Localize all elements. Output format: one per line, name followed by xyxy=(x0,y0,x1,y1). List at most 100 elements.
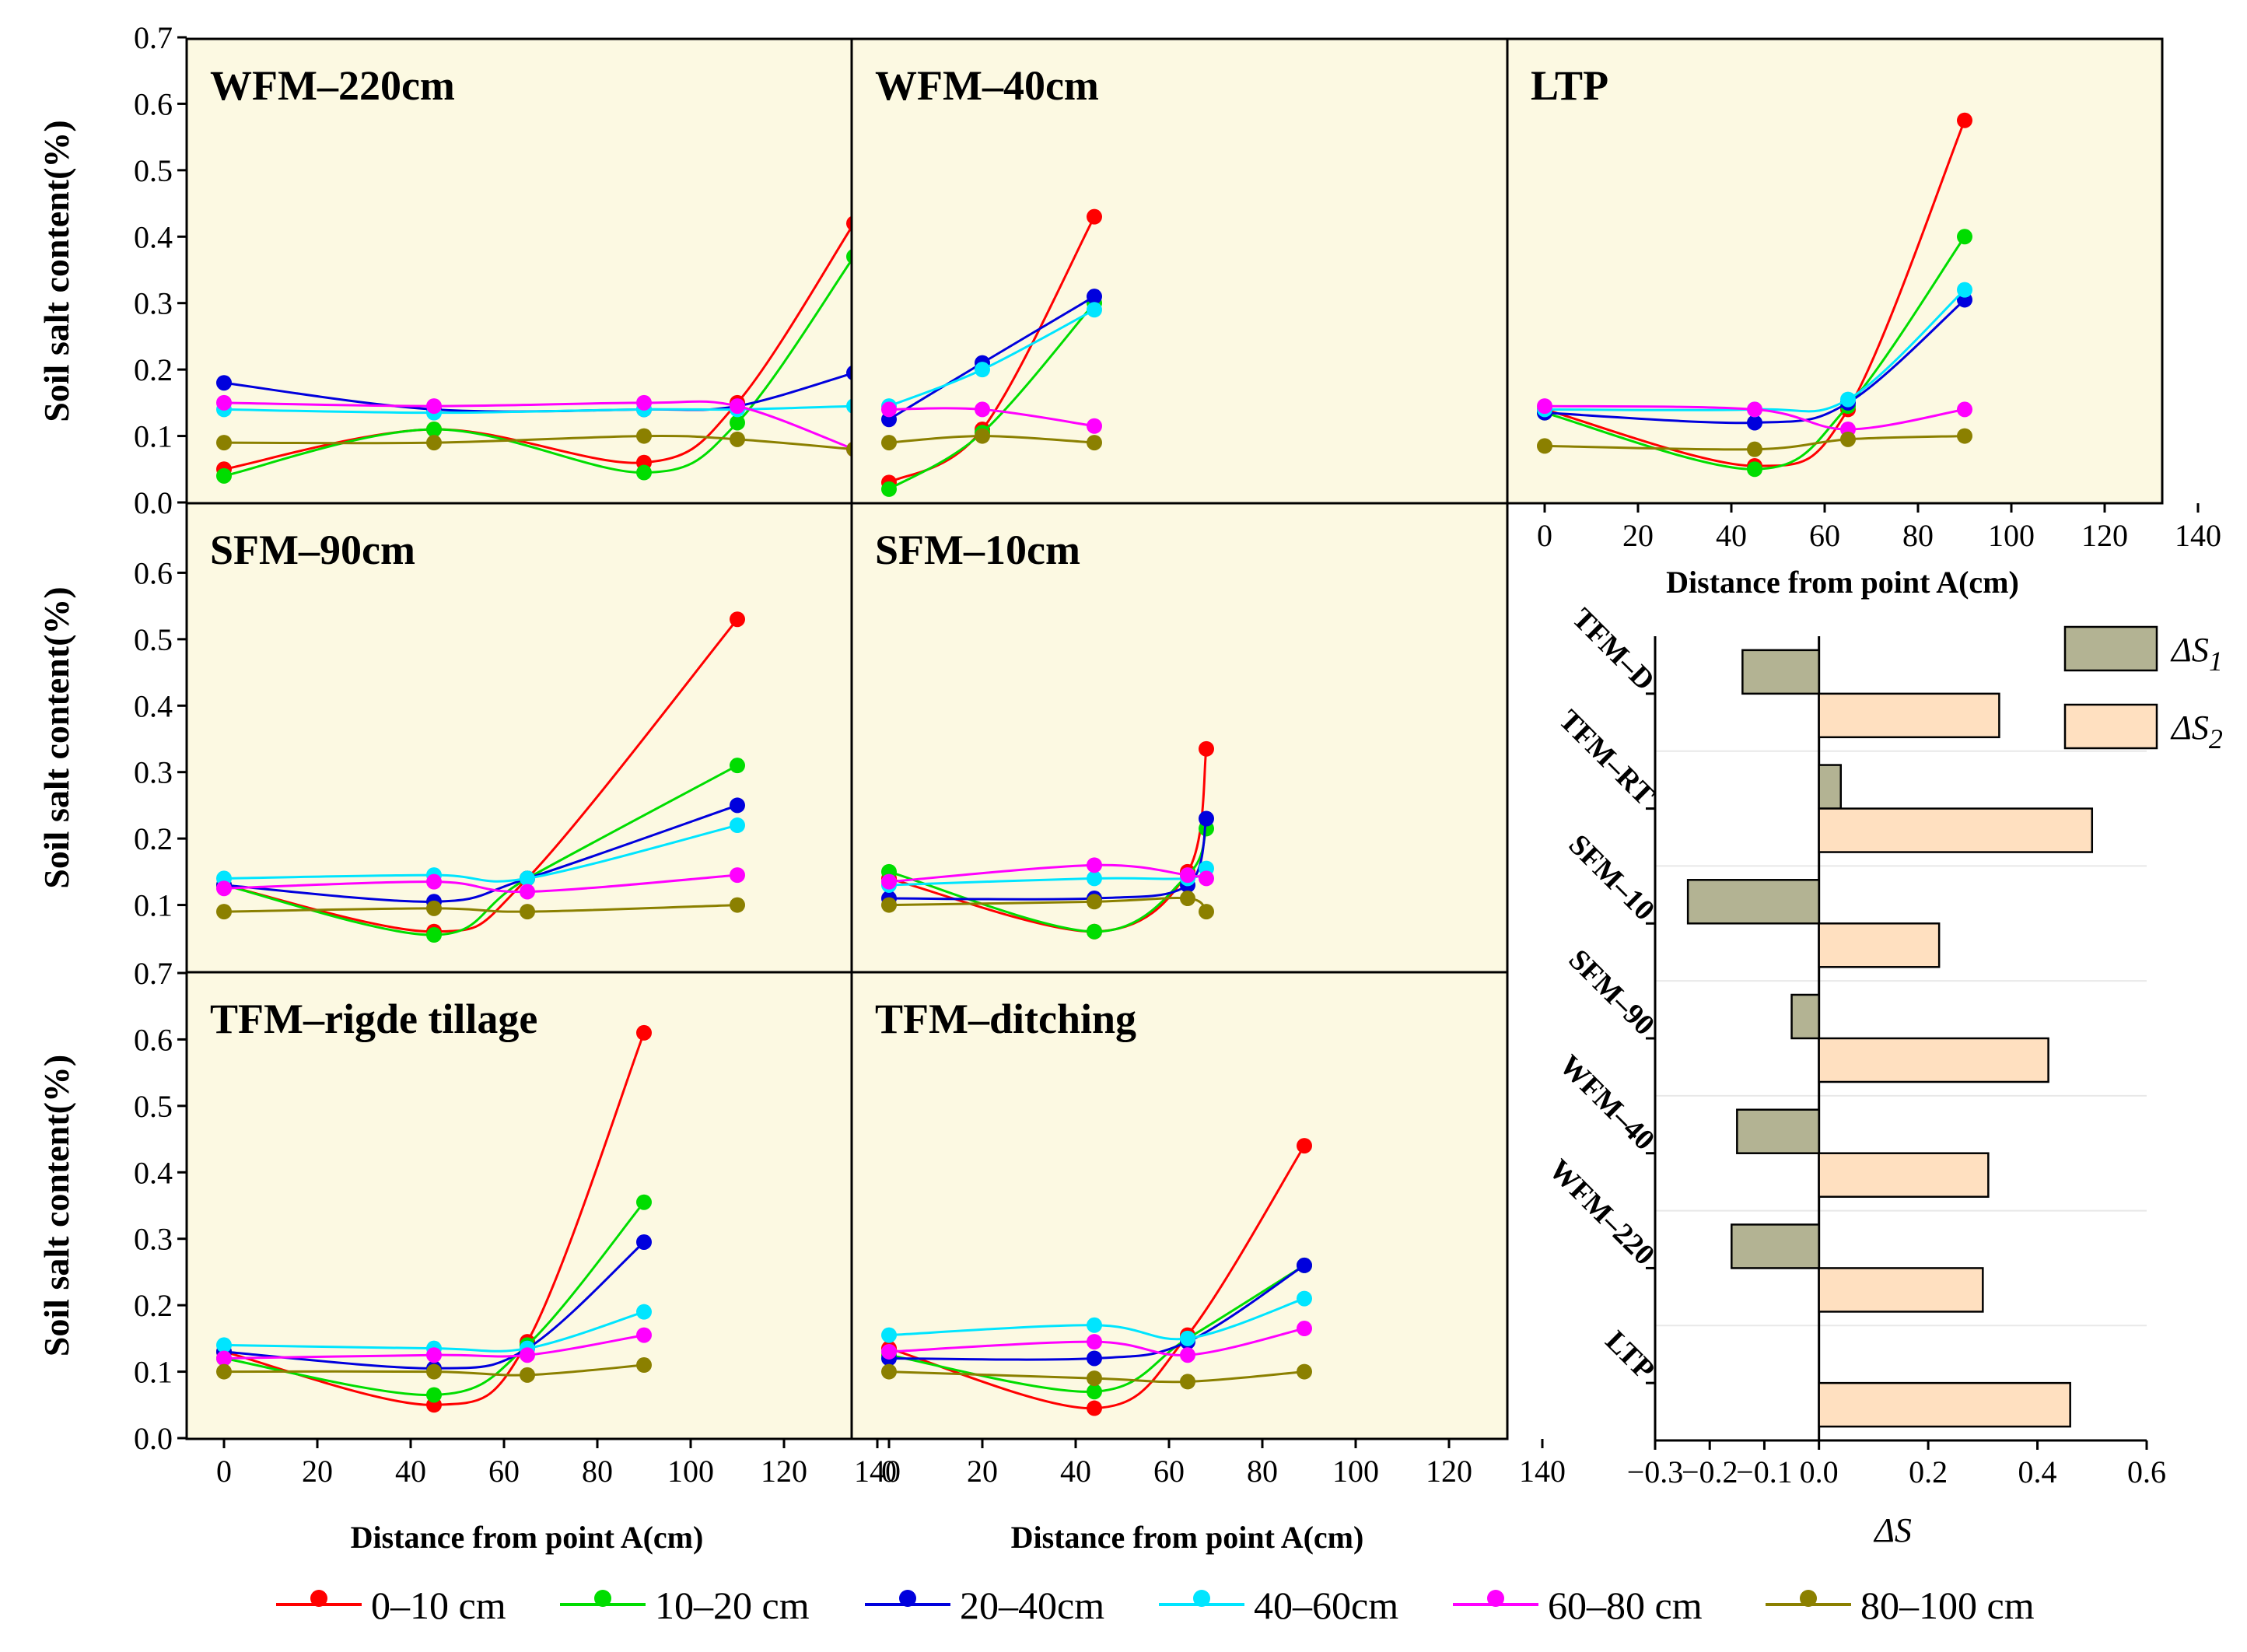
data-point xyxy=(730,415,745,431)
data-point xyxy=(1087,923,1102,940)
panel-title: SFM–10cm xyxy=(875,527,1080,573)
data-point xyxy=(216,435,232,451)
depth-legend: 0–10 cm 10–20 cm 20–40cm 40–60cm 60–80 cm 80–… xyxy=(276,1584,2035,1627)
series-line xyxy=(888,1264,1305,1393)
panel-frame xyxy=(1506,37,2164,505)
data-point xyxy=(1180,1330,1195,1346)
data-point xyxy=(1957,229,1972,245)
data-point xyxy=(730,867,745,884)
panel-frame xyxy=(850,971,1509,1440)
data-point xyxy=(636,1357,652,1374)
series-line xyxy=(223,1201,646,1397)
legend-swatch xyxy=(2063,625,2158,672)
legend-marker xyxy=(1800,1590,1817,1607)
x-axis-label: Distance from point A(cm) xyxy=(1011,1520,1364,1555)
data-point xyxy=(1537,438,1552,454)
data-point xyxy=(1747,441,1762,457)
series-line xyxy=(1544,236,1966,471)
data-point xyxy=(426,398,442,415)
x-tick-label: 0.4 xyxy=(2018,1454,2057,1489)
bar xyxy=(1818,1152,1990,1198)
bar xyxy=(1736,1108,1820,1154)
x-tick-label: −0.1 xyxy=(1736,1454,1793,1489)
panel-background xyxy=(852,39,1507,503)
data-point xyxy=(1180,867,1195,884)
series-line xyxy=(223,404,855,415)
x-tick-label: 100 xyxy=(667,1454,714,1489)
panel-title: WFM–40cm xyxy=(875,62,1099,109)
category-label: LTP xyxy=(1599,1325,1661,1386)
x-tick-label: −0.2 xyxy=(1682,1454,1738,1489)
x-tick-label: 0.0 xyxy=(1800,1454,1839,1489)
x-tick-label: 0 xyxy=(881,1454,897,1489)
series-line xyxy=(888,1145,1306,1410)
series-line xyxy=(1544,299,1965,425)
data-point xyxy=(1087,1334,1102,1350)
data-point xyxy=(975,401,990,418)
series-line xyxy=(223,618,739,933)
y-tick-label: 0.3 xyxy=(134,755,173,790)
y-tick-label: 0.5 xyxy=(134,1089,173,1124)
y-tick-label: 0.3 xyxy=(134,286,173,321)
bar xyxy=(1818,1037,2049,1083)
series-line xyxy=(888,1264,1305,1361)
data-point xyxy=(1199,870,1214,887)
data-point xyxy=(881,1327,897,1343)
legend-label: ΔS1 xyxy=(2170,631,2223,677)
y-tick-label: 0.6 xyxy=(134,555,173,590)
data-point xyxy=(1297,1290,1312,1307)
series-line xyxy=(223,804,738,903)
bar xyxy=(1818,807,2094,853)
y-tick-label: 0.3 xyxy=(134,1222,173,1257)
data-point xyxy=(1087,1400,1102,1416)
series-line xyxy=(888,1370,1305,1384)
legend-marker xyxy=(1193,1590,1210,1607)
data-point xyxy=(1199,810,1214,827)
x-tick-label: 40 xyxy=(1060,1454,1091,1489)
panel-background xyxy=(187,503,852,972)
data-point xyxy=(730,431,745,447)
y-tick-label: 0.4 xyxy=(134,219,173,254)
category-label: WFM–220 xyxy=(1542,1153,1661,1272)
data-point xyxy=(520,1367,535,1383)
data-point xyxy=(1747,461,1762,478)
panel-2: LTP 0 20 40 60 80 100 120 140 Distance from point… xyxy=(1506,37,2221,600)
legend-label: 0–10 cm xyxy=(371,1584,506,1627)
data-point xyxy=(426,927,442,943)
x-tick-label: 80 xyxy=(582,1454,613,1489)
panel-title: TFM–rigde tillage xyxy=(210,996,537,1042)
data-point xyxy=(881,435,897,451)
data-point xyxy=(881,401,897,418)
data-point xyxy=(1087,302,1102,318)
data-point xyxy=(1087,1350,1102,1367)
category-label: SFM–90 xyxy=(1563,943,1661,1042)
x-tick-label: 120 xyxy=(2081,518,2128,553)
panel-5: TFM–rigde tillage 0.0 0.1 0.2 0.3 0.4 0.5 0.6 0.… xyxy=(37,956,901,1555)
data-point xyxy=(1087,1317,1102,1333)
data-point xyxy=(1180,1347,1195,1363)
y-tick-label: 0.7 xyxy=(134,20,173,55)
data-point xyxy=(1087,1370,1102,1387)
x-axis-label: Distance from point A(cm) xyxy=(351,1520,704,1555)
data-point xyxy=(1840,391,1856,408)
data-point xyxy=(636,1304,652,1320)
data-point xyxy=(1297,1257,1312,1273)
y-tick-label: 0.5 xyxy=(134,622,173,657)
data-point xyxy=(1957,401,1972,418)
panel-6: TFM–ditching 0 20 40 60 80 100 120 140 Distance f… xyxy=(850,971,1566,1555)
data-point xyxy=(1180,891,1195,907)
x-axis-label: Distance from point A(cm) xyxy=(1666,565,2019,600)
data-point xyxy=(1747,401,1762,418)
data-point xyxy=(1087,289,1102,305)
bar xyxy=(1790,993,1820,1040)
data-point xyxy=(1199,740,1214,757)
panel-title: SFM–90cm xyxy=(210,527,415,573)
data-point xyxy=(881,1343,897,1360)
series-line xyxy=(888,1327,1305,1356)
bar xyxy=(1818,1267,1984,1313)
legend-label: 80–100 cm xyxy=(1860,1584,2035,1627)
panel-background xyxy=(852,503,1507,972)
panel-1: WFM–40cm xyxy=(850,37,1509,505)
data-point xyxy=(1957,428,1972,444)
